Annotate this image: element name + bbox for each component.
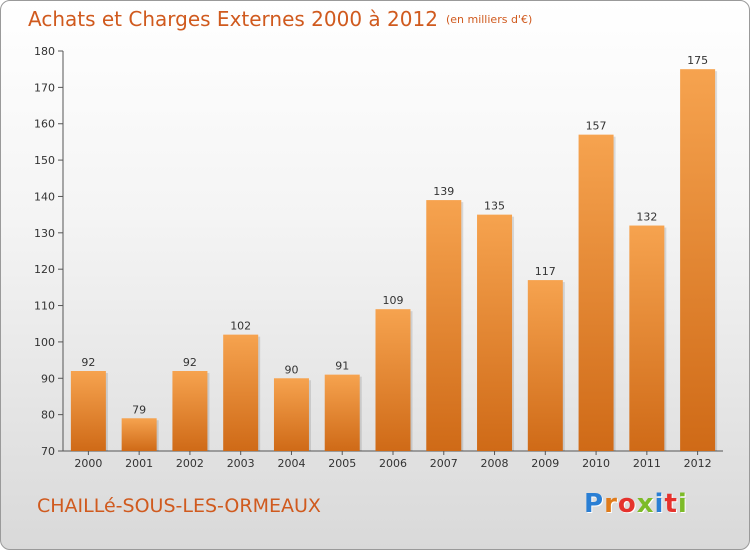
bar (375, 309, 411, 451)
brand-logo: Proxiti (584, 489, 688, 519)
data-label: 109 (383, 294, 404, 307)
brand-letter: i (654, 489, 665, 519)
x-tick-label: 2005 (328, 457, 356, 470)
y-tick-label: 100 (34, 336, 55, 349)
data-label: 175 (687, 54, 708, 67)
chart-title-text: Achats et Charges Externes 2000 à 2012 (28, 7, 438, 31)
data-label: 117 (535, 265, 556, 278)
y-tick-label: 110 (34, 300, 55, 313)
y-tick-label: 70 (41, 445, 55, 458)
data-label: 79 (132, 403, 146, 416)
brand-letter: t (664, 489, 678, 519)
data-label: 92 (183, 356, 197, 369)
bar (223, 334, 259, 451)
y-tick-label: 90 (41, 372, 55, 385)
y-tick-label: 130 (34, 227, 55, 240)
brand-letter: x (636, 489, 655, 519)
x-tick-label: 2002 (176, 457, 204, 470)
bar (527, 280, 563, 451)
y-tick-label: 170 (34, 81, 55, 94)
bar (578, 134, 614, 452)
y-tick-label: 120 (34, 263, 55, 276)
chart-title: Achats et Charges Externes 2000 à 2012 (e… (28, 7, 532, 31)
brand-letter: P (584, 489, 605, 519)
commune-name: CHAILLé-SOUS-LES-ORMEAUX (37, 495, 321, 517)
x-tick-label: 2004 (277, 457, 305, 470)
brand-letter: o (617, 489, 637, 519)
y-tick-label: 160 (34, 118, 55, 131)
x-tick-label: 2000 (74, 457, 102, 470)
y-tick-label: 150 (34, 154, 55, 167)
bar (70, 371, 106, 451)
x-tick-label: 2009 (531, 457, 559, 470)
x-tick-label: 2012 (684, 457, 712, 470)
bar (477, 214, 513, 451)
x-tick-label: 2001 (125, 457, 153, 470)
bar (121, 418, 157, 451)
data-label: 92 (81, 356, 95, 369)
data-label: 90 (284, 363, 298, 376)
bar (426, 200, 462, 451)
x-tick-label: 2008 (481, 457, 509, 470)
x-tick-label: 2007 (430, 457, 458, 470)
data-label: 91 (335, 360, 349, 373)
bar (680, 69, 716, 451)
data-label: 157 (586, 120, 607, 133)
bar (629, 225, 665, 451)
data-label: 135 (484, 200, 505, 213)
y-tick-label: 180 (34, 45, 55, 58)
data-label: 139 (433, 185, 454, 198)
bar (273, 378, 309, 451)
bar (172, 371, 208, 451)
x-tick-label: 2010 (582, 457, 610, 470)
brand-letter: i (677, 489, 688, 519)
data-label: 102 (230, 320, 251, 333)
brand-letter: r (604, 489, 618, 519)
bar (324, 374, 360, 451)
y-tick-label: 140 (34, 190, 55, 203)
x-tick-label: 2011 (633, 457, 661, 470)
y-tick-label: 80 (41, 409, 55, 422)
x-tick-label: 2006 (379, 457, 407, 470)
data-label: 132 (636, 211, 657, 224)
x-tick-label: 2003 (227, 457, 255, 470)
chart-subtitle: (en milliers d'€) (445, 13, 533, 26)
